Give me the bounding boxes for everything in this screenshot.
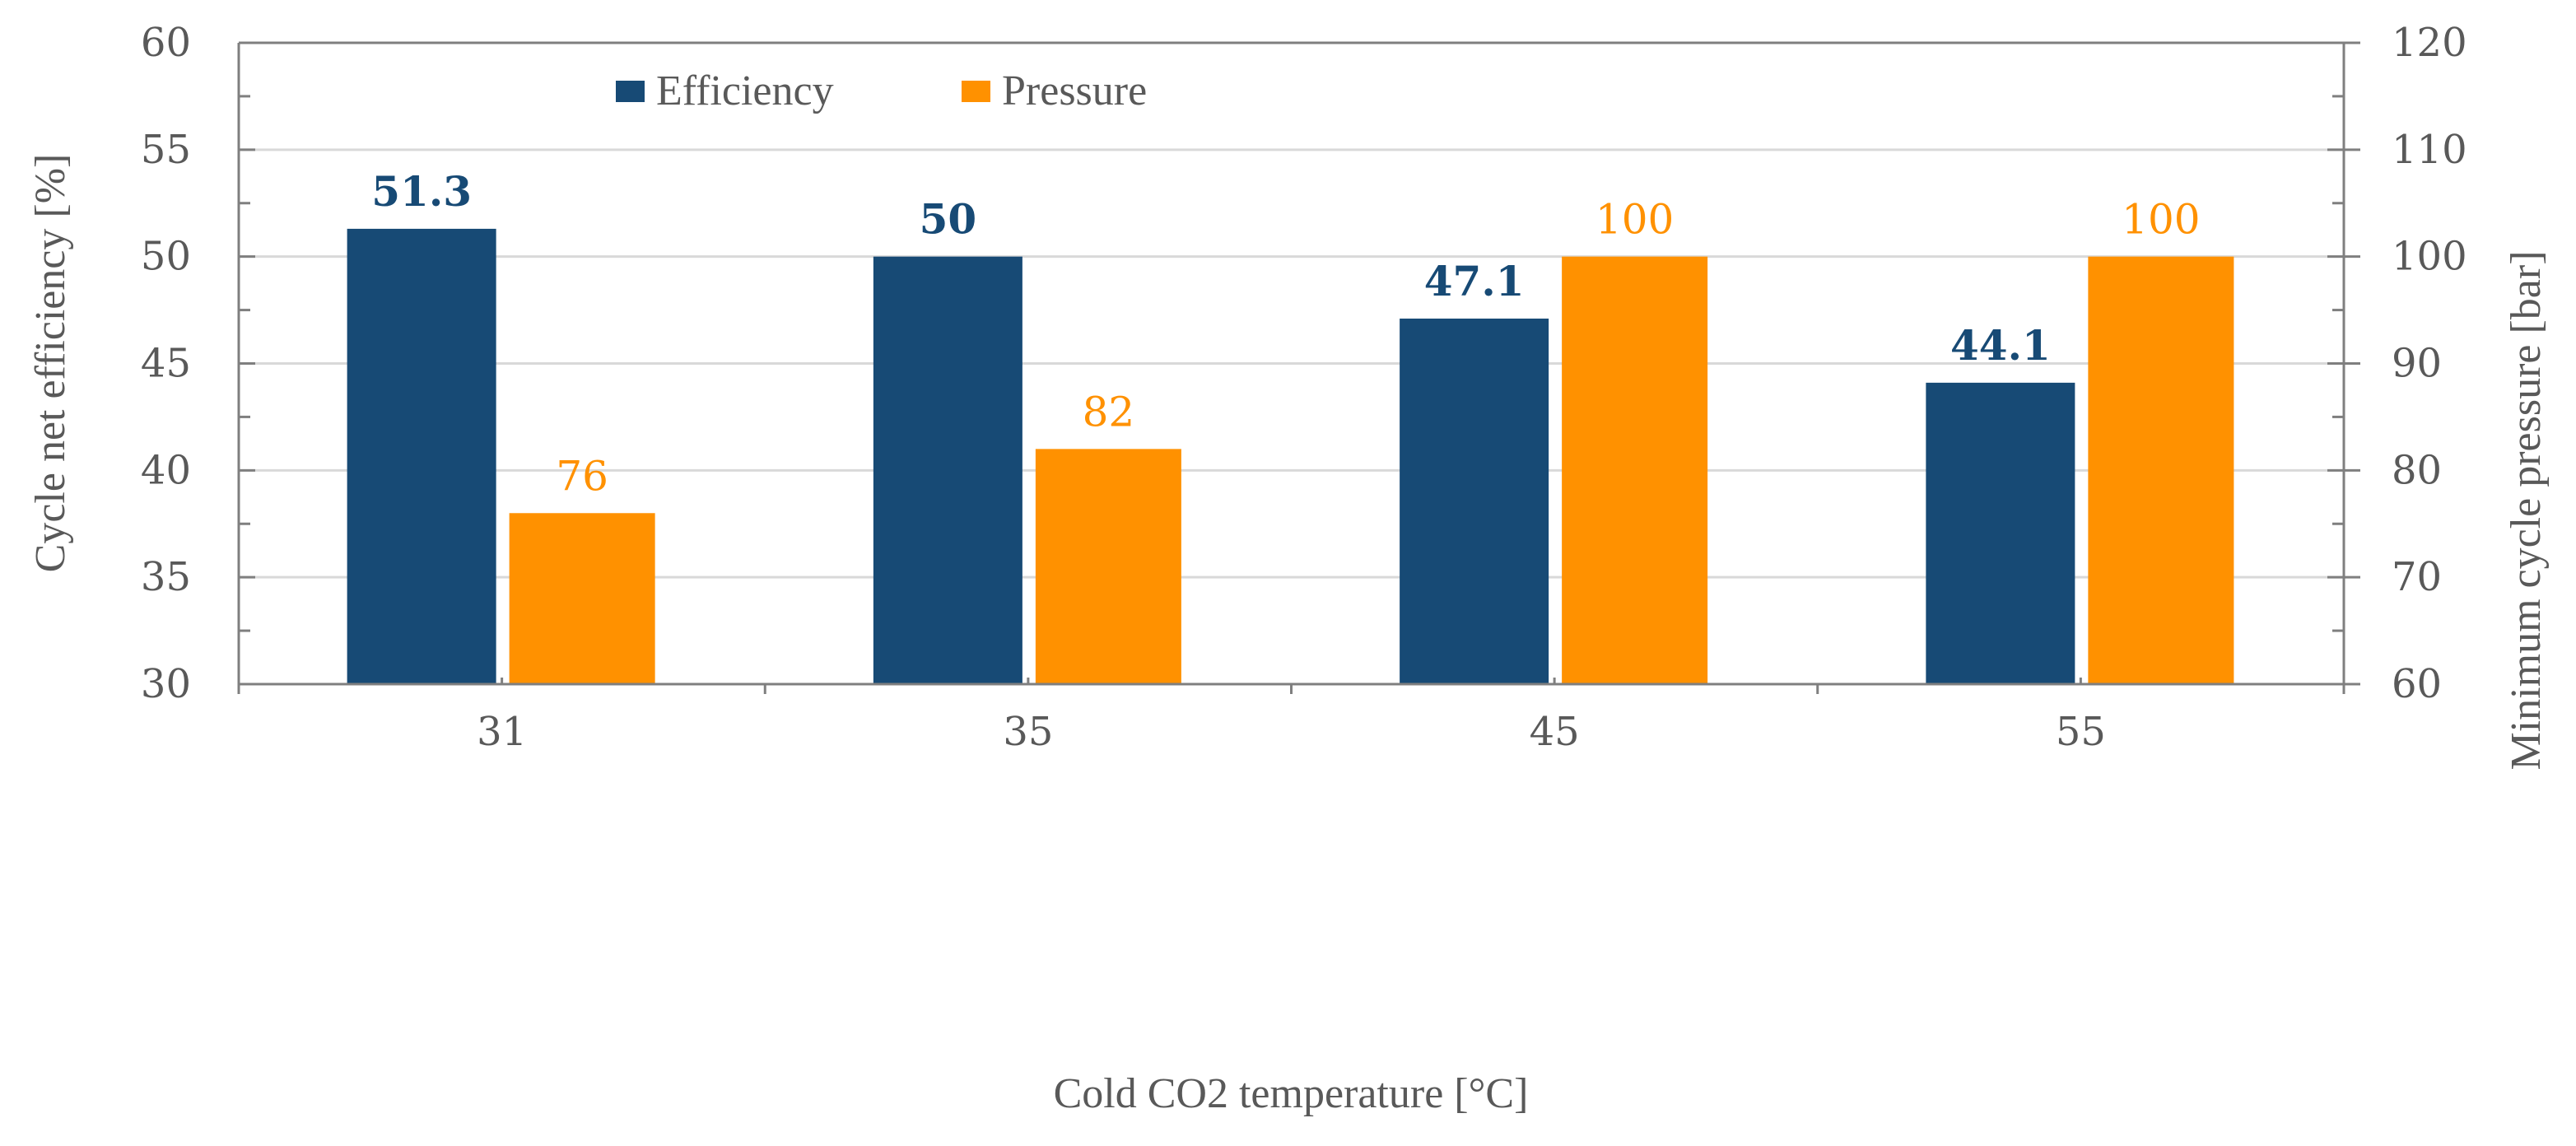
x-axis-title: Cold CO2 temperature [°C] bbox=[1054, 1070, 1529, 1117]
data-label-pressure: 100 bbox=[2122, 196, 2200, 244]
y-tick-label: 30 bbox=[141, 661, 191, 707]
bar-pressure bbox=[2088, 256, 2234, 685]
x-tick-label: 45 bbox=[1530, 709, 1580, 755]
data-label-efficiency: 51.3 bbox=[371, 167, 472, 216]
y-tick-label: 50 bbox=[141, 234, 191, 280]
bar-efficiency bbox=[873, 256, 1022, 685]
data-label-pressure: 76 bbox=[556, 452, 608, 500]
legend-swatch-pressure bbox=[962, 81, 990, 102]
bar-pressure bbox=[509, 513, 655, 684]
data-label-efficiency: 47.1 bbox=[1424, 257, 1525, 305]
y2-tick-label: 80 bbox=[2392, 447, 2442, 493]
legend-label-efficiency: Efficiency bbox=[656, 68, 834, 114]
data-label-efficiency: 44.1 bbox=[1950, 321, 2051, 370]
x-tick-label: 31 bbox=[477, 709, 527, 755]
y2-tick-label: 60 bbox=[2392, 661, 2442, 707]
y2-tick-label: 70 bbox=[2392, 554, 2442, 600]
legend-swatch-efficiency bbox=[616, 81, 645, 102]
y-tick-label: 60 bbox=[141, 20, 191, 66]
y2-tick-label: 110 bbox=[2392, 127, 2467, 173]
bar-efficiency bbox=[347, 228, 496, 684]
x-tick-label: 35 bbox=[1003, 709, 1053, 755]
legend: Efficiency Pressure bbox=[616, 68, 1147, 114]
legend-label-pressure: Pressure bbox=[1002, 68, 1147, 114]
data-label-efficiency: 50 bbox=[920, 195, 977, 244]
data-label-pressure: 100 bbox=[1595, 196, 1674, 244]
bar-efficiency bbox=[1400, 318, 1549, 684]
y-tick-label: 55 bbox=[141, 127, 191, 173]
y2-axis-title: Minimum cycle pressure [bar] bbox=[2503, 250, 2550, 770]
bar-pressure bbox=[1035, 449, 1181, 684]
y2-tick-label: 90 bbox=[2392, 341, 2442, 387]
y-tick-label: 35 bbox=[141, 554, 191, 600]
y2-tick-label: 100 bbox=[2392, 234, 2467, 280]
y-tick-label: 45 bbox=[141, 341, 191, 387]
y-axis-title: Cycle net efficiency [%] bbox=[27, 154, 74, 573]
y-tick-label: 40 bbox=[141, 447, 191, 493]
data-label-pressure: 82 bbox=[1083, 388, 1135, 436]
y2-tick-label: 120 bbox=[2392, 20, 2467, 66]
x-tick-label: 55 bbox=[2056, 709, 2106, 755]
bar-efficiency bbox=[1926, 382, 2075, 684]
bar-pressure bbox=[1562, 256, 1708, 685]
